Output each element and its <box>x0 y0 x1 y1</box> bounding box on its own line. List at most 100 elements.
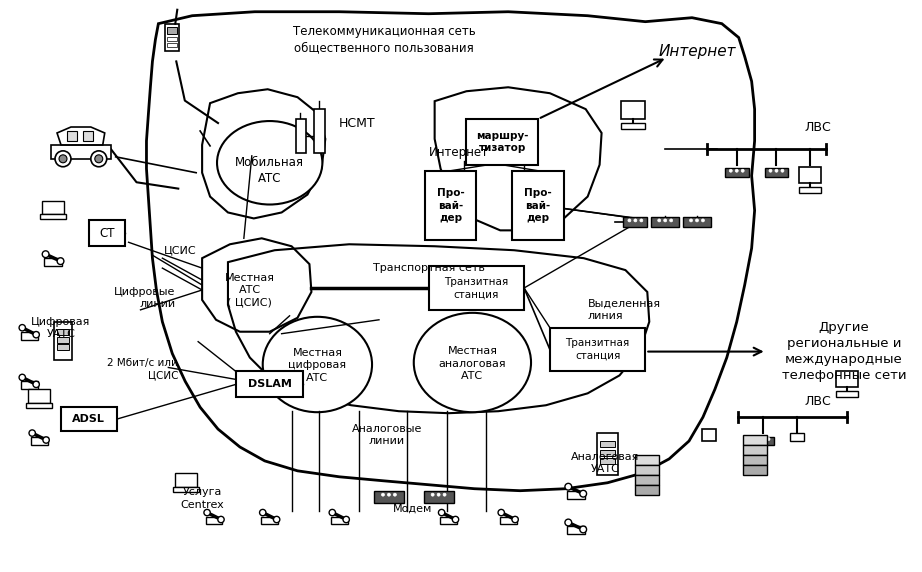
Bar <box>799 186 822 193</box>
Circle shape <box>437 493 440 496</box>
Bar <box>83 131 93 141</box>
Circle shape <box>394 493 396 496</box>
Text: Интернет: Интернет <box>429 146 489 160</box>
FancyBboxPatch shape <box>467 119 538 165</box>
Circle shape <box>42 251 49 257</box>
Circle shape <box>628 219 631 222</box>
Text: ЛВС: ЛВС <box>805 395 832 408</box>
Circle shape <box>741 169 744 172</box>
Bar <box>424 491 454 503</box>
Bar <box>165 23 179 51</box>
Bar <box>599 458 616 464</box>
Bar <box>314 109 325 153</box>
Bar <box>440 517 457 525</box>
Circle shape <box>669 219 673 222</box>
Circle shape <box>634 219 637 222</box>
Circle shape <box>729 169 732 172</box>
FancyBboxPatch shape <box>550 328 645 371</box>
Bar <box>725 168 749 177</box>
Circle shape <box>702 219 704 222</box>
Bar <box>743 465 766 475</box>
Text: ЛВС: ЛВС <box>805 121 832 133</box>
Bar <box>651 217 680 228</box>
Circle shape <box>640 219 643 222</box>
Text: Транзитная
станция: Транзитная станция <box>565 339 630 361</box>
Circle shape <box>33 381 40 388</box>
Bar <box>836 391 858 398</box>
Bar <box>54 322 72 360</box>
Circle shape <box>204 510 210 516</box>
Circle shape <box>19 374 26 380</box>
Bar <box>567 491 585 499</box>
Text: Местная
цифровая
АТС: Местная цифровая АТС <box>289 348 347 383</box>
Circle shape <box>33 332 40 338</box>
Circle shape <box>755 438 758 440</box>
Bar <box>790 433 804 441</box>
Bar <box>635 455 659 465</box>
Text: Модем: Модем <box>393 503 432 514</box>
Bar <box>167 27 177 34</box>
Bar <box>374 491 404 503</box>
Bar <box>799 167 822 182</box>
Bar <box>621 101 645 119</box>
Bar <box>599 450 616 456</box>
Circle shape <box>735 169 739 172</box>
Bar <box>57 329 69 335</box>
Circle shape <box>431 493 434 496</box>
Text: ADSL: ADSL <box>73 414 105 424</box>
Circle shape <box>664 219 667 222</box>
Circle shape <box>43 437 49 443</box>
Ellipse shape <box>217 121 323 205</box>
Bar <box>635 475 659 484</box>
FancyBboxPatch shape <box>425 170 477 240</box>
Bar <box>67 131 77 141</box>
Circle shape <box>580 526 586 533</box>
Bar <box>57 344 69 351</box>
Text: 2 Мбит/с или
ЦСИС: 2 Мбит/с или ЦСИС <box>107 358 178 381</box>
Text: Про-
вай-
дер: Про- вай- дер <box>437 188 465 223</box>
Ellipse shape <box>414 313 531 412</box>
Text: Услуга
Centrex: Услуга Centrex <box>180 487 224 510</box>
Circle shape <box>95 155 102 163</box>
Circle shape <box>274 517 279 523</box>
Text: НСМТ: НСМТ <box>338 117 375 129</box>
Circle shape <box>91 151 107 167</box>
Bar <box>167 37 177 41</box>
Bar <box>175 473 197 487</box>
Bar <box>41 214 66 220</box>
Circle shape <box>443 493 446 496</box>
Bar <box>635 465 659 475</box>
Bar <box>51 145 111 159</box>
Circle shape <box>775 169 778 172</box>
Text: DSLAM: DSLAM <box>248 379 291 390</box>
Bar <box>743 435 766 445</box>
Bar <box>567 526 585 534</box>
Bar <box>206 517 222 525</box>
Bar <box>167 42 177 46</box>
Bar <box>44 258 62 266</box>
Circle shape <box>512 517 518 523</box>
Bar <box>57 337 69 343</box>
Text: Про-
вай-
дер: Про- вай- дер <box>524 188 552 223</box>
Bar <box>29 390 50 403</box>
Text: Аналоговые
линии: Аналоговые линии <box>352 424 422 446</box>
Text: Мобильная
АТС: Мобильная АТС <box>235 156 304 185</box>
Bar <box>599 442 616 447</box>
Text: Интернет: Интернет <box>658 44 736 59</box>
Bar <box>21 332 38 340</box>
Bar <box>764 168 788 177</box>
Circle shape <box>329 510 336 516</box>
FancyBboxPatch shape <box>512 170 564 240</box>
Circle shape <box>55 151 71 167</box>
Circle shape <box>767 438 770 440</box>
Text: Транспортная сеть: Транспортная сеть <box>372 263 485 273</box>
Polygon shape <box>57 127 105 145</box>
Circle shape <box>343 517 349 523</box>
Text: Местная
АТС
( ЦСИС): Местная АТС ( ЦСИС) <box>225 273 275 307</box>
Circle shape <box>387 493 390 496</box>
Bar <box>296 119 306 153</box>
Circle shape <box>218 517 224 523</box>
Bar <box>683 217 711 228</box>
Circle shape <box>761 438 764 440</box>
Bar <box>743 455 766 465</box>
